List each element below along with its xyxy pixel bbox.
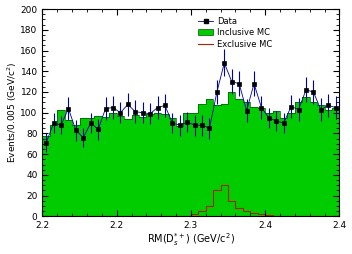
- Legend: Data, Inclusive MC, Exclusive MC: Data, Inclusive MC, Exclusive MC: [195, 13, 275, 52]
- Y-axis label: Events/0.005 (GeV/c$^{2}$): Events/0.005 (GeV/c$^{2}$): [6, 62, 19, 163]
- X-axis label: RM(D$_{s}^{*+}$) (GeV/c$^{2}$): RM(D$_{s}^{*+}$) (GeV/c$^{2}$): [147, 232, 235, 248]
